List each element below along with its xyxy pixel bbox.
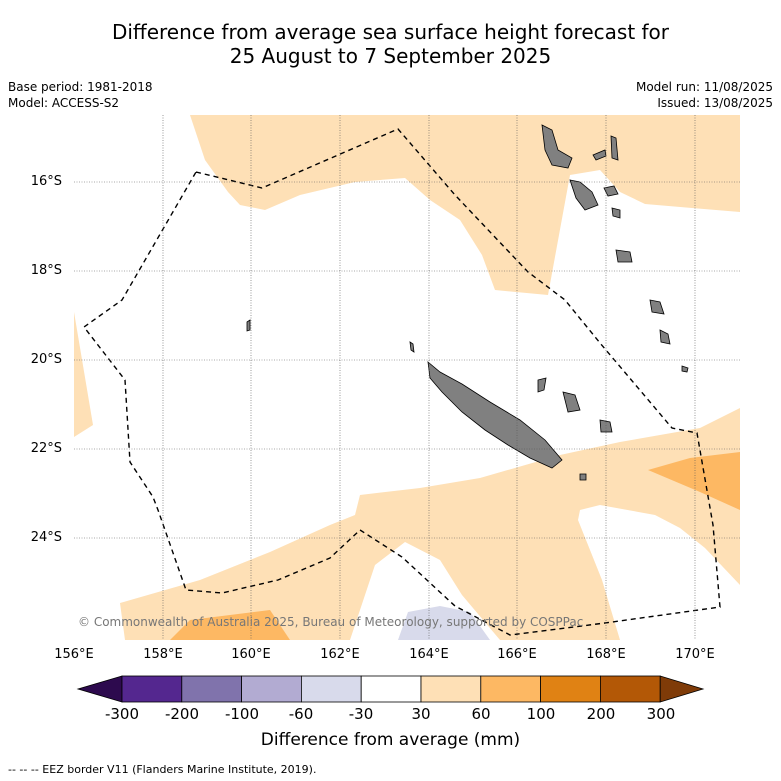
map-area: [74, 115, 740, 640]
lon-label-166e: 166°E: [497, 647, 537, 662]
colorbar-label: -30: [348, 705, 374, 723]
anomaly-region-south: [120, 408, 740, 640]
lat-label-16s: 16°S: [30, 174, 62, 189]
loyalty-island-1: [537, 377, 547, 393]
colorbar-segment: [121, 675, 183, 703]
colorbar-extend-low: [76, 675, 123, 703]
east-island-2: [659, 329, 671, 345]
anomaly-region-west: [74, 312, 93, 437]
lon-label-168e: 168°E: [586, 647, 626, 662]
colorbar-segment: [600, 675, 661, 703]
colorbar-label: -100: [224, 705, 260, 723]
vanuatu-island-6: [611, 207, 621, 219]
new-caledonia: [427, 361, 563, 469]
colorbar-label: 30: [411, 705, 431, 723]
lon-label-162e: 162°E: [320, 647, 360, 662]
lon-label-158e: 158°E: [143, 647, 183, 662]
lat-label-18s: 18°S: [30, 263, 62, 278]
graticule: [74, 115, 740, 640]
colorbar-label: -300: [104, 705, 140, 723]
title-line-2: 25 August to 7 September 2025: [229, 44, 552, 68]
east-island-3: [681, 365, 689, 373]
eez-legend-note: -- -- -- EEZ border V11 (Flanders Marine…: [8, 763, 317, 776]
colorbar-label: 300: [646, 705, 676, 723]
lon-label-160e: 160°E: [231, 647, 271, 662]
vanuatu-island-3: [610, 135, 619, 161]
small-island-south: [579, 473, 587, 481]
ocean-background: [74, 115, 740, 640]
eez-border: [83, 128, 721, 636]
colorbar-title: Difference from average (mm): [260, 730, 521, 750]
colorbar-segment: [241, 675, 302, 703]
colorbar-label: -60: [288, 705, 314, 723]
colorbar-label: 200: [586, 705, 616, 723]
anomaly-region-east-mid: [648, 452, 740, 510]
anomaly-region-negative: [398, 606, 490, 640]
lat-label-24s: 24°S: [30, 530, 62, 545]
loyalty-island-2: [562, 391, 581, 413]
colorbar-label: 100: [526, 705, 556, 723]
vanuatu-island-7: [615, 249, 633, 263]
issued-date: Issued: 13/08/2025: [657, 96, 773, 110]
model-run: Model run: 11/08/2025: [635, 80, 773, 94]
vanuatu-island-5: [603, 185, 619, 197]
anomaly-region-south-mid: [170, 610, 290, 640]
lon-label-170e: 170°E: [675, 647, 715, 662]
lon-label-156e: 156°E: [54, 647, 94, 662]
meta-left: Base period: 1981-2018 Model: ACCESS-S2: [8, 79, 153, 111]
colorbar-segment: [480, 675, 541, 703]
small-island-west: [246, 319, 251, 332]
lon-label-164e: 164°E: [409, 647, 449, 662]
lat-label-20s: 20°S: [30, 352, 62, 367]
colorbar-segment: [540, 675, 601, 703]
colorbar: [76, 675, 705, 703]
colorbar-extend-high: [659, 675, 705, 703]
meta-right: Model run: 11/08/2025 Issued: 13/08/2025: [636, 79, 773, 111]
colorbar-label: -200: [164, 705, 200, 723]
colorbar-segment: [300, 675, 362, 703]
small-island-north-nc: [409, 341, 415, 353]
colorbar-segment: [420, 675, 482, 703]
base-period: Base period: 1981-2018: [8, 80, 153, 94]
lat-label-22s: 22°S: [30, 441, 62, 456]
east-island-1: [649, 299, 665, 315]
map-title: Difference from average sea surface heig…: [0, 20, 781, 68]
vanuatu-island-1: [541, 124, 573, 169]
colorbar-segment: [181, 675, 243, 703]
title-line-1: Difference from average sea surface heig…: [111, 20, 670, 44]
land-masses: [246, 124, 689, 481]
colorbar-label: 60: [471, 705, 491, 723]
copyright-text: © Commonwealth of Australia 2025, Bureau…: [78, 615, 584, 629]
colorbar-segment: [360, 675, 422, 703]
model-name: Model: ACCESS-S2: [8, 96, 120, 110]
